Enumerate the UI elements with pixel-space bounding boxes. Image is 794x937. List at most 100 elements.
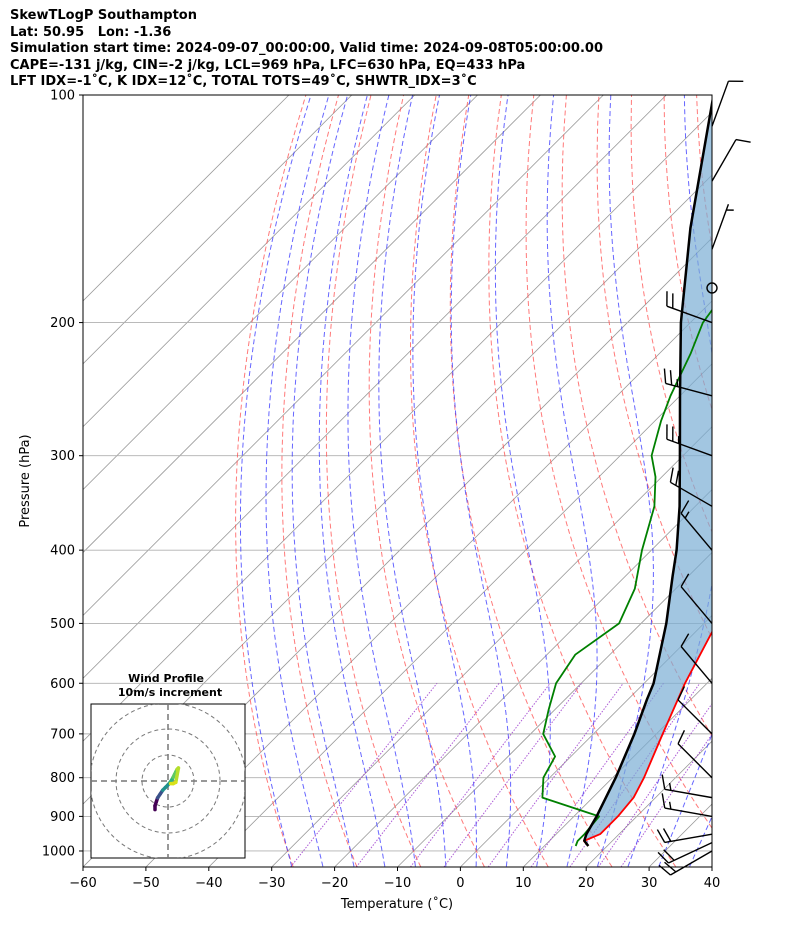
- x-tick-label: −40: [195, 876, 222, 891]
- x-axis-ticks: −60 −50 −40 −30 −20 −10 0 10 20 30 40: [69, 867, 720, 891]
- dry-adiabat-line: [729, 95, 794, 867]
- y-tick-label: 700: [50, 727, 75, 742]
- wind-barb: [658, 850, 713, 876]
- y-axis-title: Pressure (hPa): [18, 434, 33, 527]
- dry-adiabat-line: [410, 95, 549, 867]
- x-tick-label: −60: [69, 876, 96, 891]
- wind-barb-flag: [661, 774, 666, 790]
- isotherm-line: [271, 426, 712, 867]
- isotherm-line: [83, 95, 667, 679]
- isotherm-line: [775, 95, 794, 867]
- dry-adiabat-line: [368, 95, 485, 867]
- wind-barb: [677, 730, 713, 779]
- x-tick-label: −20: [321, 876, 348, 891]
- x-tick-label: −30: [258, 876, 285, 891]
- dry-adiabat-line: [488, 95, 677, 867]
- wind-barb-staff: [677, 743, 713, 779]
- background-lines: [83, 95, 794, 867]
- wind-barb: [680, 633, 713, 684]
- title-line-1: SkewTLogP Southampton: [10, 8, 197, 23]
- hodograph-trace: [174, 766, 181, 785]
- wind-barb-staff: [666, 438, 713, 457]
- x-tick-label: 30: [641, 876, 658, 891]
- isotherm-line: [460, 614, 712, 867]
- wind-barb-staff: [666, 305, 713, 324]
- isotherm-line: [83, 95, 415, 428]
- dry-adiabat-line: [449, 95, 613, 867]
- isotherm-line: [711, 866, 712, 867]
- wind-barb-flag: [680, 573, 690, 587]
- wind-barb-flag: [663, 368, 667, 384]
- wind-barb-flag: [658, 864, 671, 876]
- wind-barb: [680, 500, 713, 551]
- wind-barb-flag: [662, 828, 672, 842]
- wind-barb: [661, 774, 713, 799]
- wind-barb-flag: [657, 851, 669, 864]
- wind-barb: [706, 282, 718, 294]
- y-tick-label: 900: [50, 810, 75, 825]
- title-line-3: Simulation start time: 2024-09-07_00:00:…: [10, 41, 603, 56]
- mixing-ratio-line: [290, 682, 438, 867]
- moist-adiabat-line: [291, 95, 355, 867]
- wind-barb-staff: [711, 139, 737, 182]
- wind-barb-flag: [668, 801, 672, 810]
- wind-barb: [661, 793, 713, 818]
- hodograph-plot: [91, 704, 245, 858]
- wind-barb-flag: [663, 849, 675, 861]
- wind-barb: [657, 842, 713, 864]
- wind-barb-staff: [670, 850, 713, 876]
- mixing-ratio-line: [355, 682, 500, 867]
- wind-barb-staff: [668, 842, 713, 864]
- wind-barb: [669, 467, 713, 507]
- wind-barb-flag: [669, 370, 673, 386]
- dewpoint-line: [541, 308, 712, 847]
- wind-barb-flag: [676, 379, 679, 387]
- moist-adiabat-line: [412, 95, 477, 867]
- cin-area: [584, 103, 712, 841]
- dry-adiabat-line: [235, 95, 307, 867]
- mixing-ratio-line: [410, 682, 551, 867]
- moist-adiabat-line: [450, 95, 512, 867]
- dry-adiabat-line: [281, 95, 358, 867]
- moist-adiabat-line: [658, 732, 712, 867]
- wind-barb-flag: [669, 467, 674, 483]
- wind-barb-flag: [675, 470, 680, 486]
- isotherm-line: [83, 95, 604, 616]
- wind-barb-flag: [680, 633, 690, 647]
- x-tick-label: 10: [515, 876, 532, 891]
- y-tick-label: 300: [50, 449, 75, 464]
- dry-adiabat-line: [525, 95, 712, 829]
- isotherm-line: [83, 95, 541, 554]
- isotherm-line: [145, 300, 712, 867]
- title-line-5: LFT IDX=-1˚C, K IDX=12˚C, TOTAL TOTS=49˚…: [10, 74, 477, 89]
- hodograph-title: Wind Profile: [128, 672, 204, 685]
- wind-barb-flag: [668, 782, 672, 791]
- title-line-2: Lat: 50.95 Lon: -1.36: [10, 24, 172, 40]
- isotherm-line: [397, 551, 712, 867]
- wind-barb: [656, 828, 713, 844]
- wind-barb-staff: [670, 481, 713, 507]
- y-tick-label: 600: [50, 677, 75, 692]
- wind-barb: [663, 368, 713, 397]
- wind-barb-flag: [656, 829, 666, 843]
- title-line-4: CAPE=-131 j/kg, CIN=-2 j/kg, LCL=969 hPa…: [10, 57, 526, 73]
- y-tick-label: 100: [50, 89, 75, 104]
- isotherm-line: [83, 95, 353, 365]
- hodograph-inset: Wind Profile 10m/s increment: [90, 672, 246, 859]
- wind-barb-calm: [706, 282, 718, 294]
- wind-barb-flag: [684, 511, 690, 519]
- x-tick-label: −10: [384, 876, 411, 891]
- temperature-line: [583, 630, 712, 847]
- wind-barb-staff: [665, 382, 713, 397]
- dry-adiabat-line: [325, 95, 422, 867]
- x-tick-label: 0: [456, 876, 464, 891]
- y-tick-label: 500: [50, 617, 75, 632]
- dry-adiabat-line: [762, 95, 794, 867]
- wind-barb-staff: [664, 807, 713, 818]
- isotherm-line: [523, 677, 712, 867]
- x-axis-title: Temperature (˚C): [340, 896, 453, 912]
- y-axis-ticks: 100 200 300 400 500 600 700 800 900 1000: [42, 89, 83, 859]
- wind-barb: [680, 573, 713, 624]
- wind-barb-flag: [664, 861, 677, 873]
- wind-barb: [711, 138, 751, 182]
